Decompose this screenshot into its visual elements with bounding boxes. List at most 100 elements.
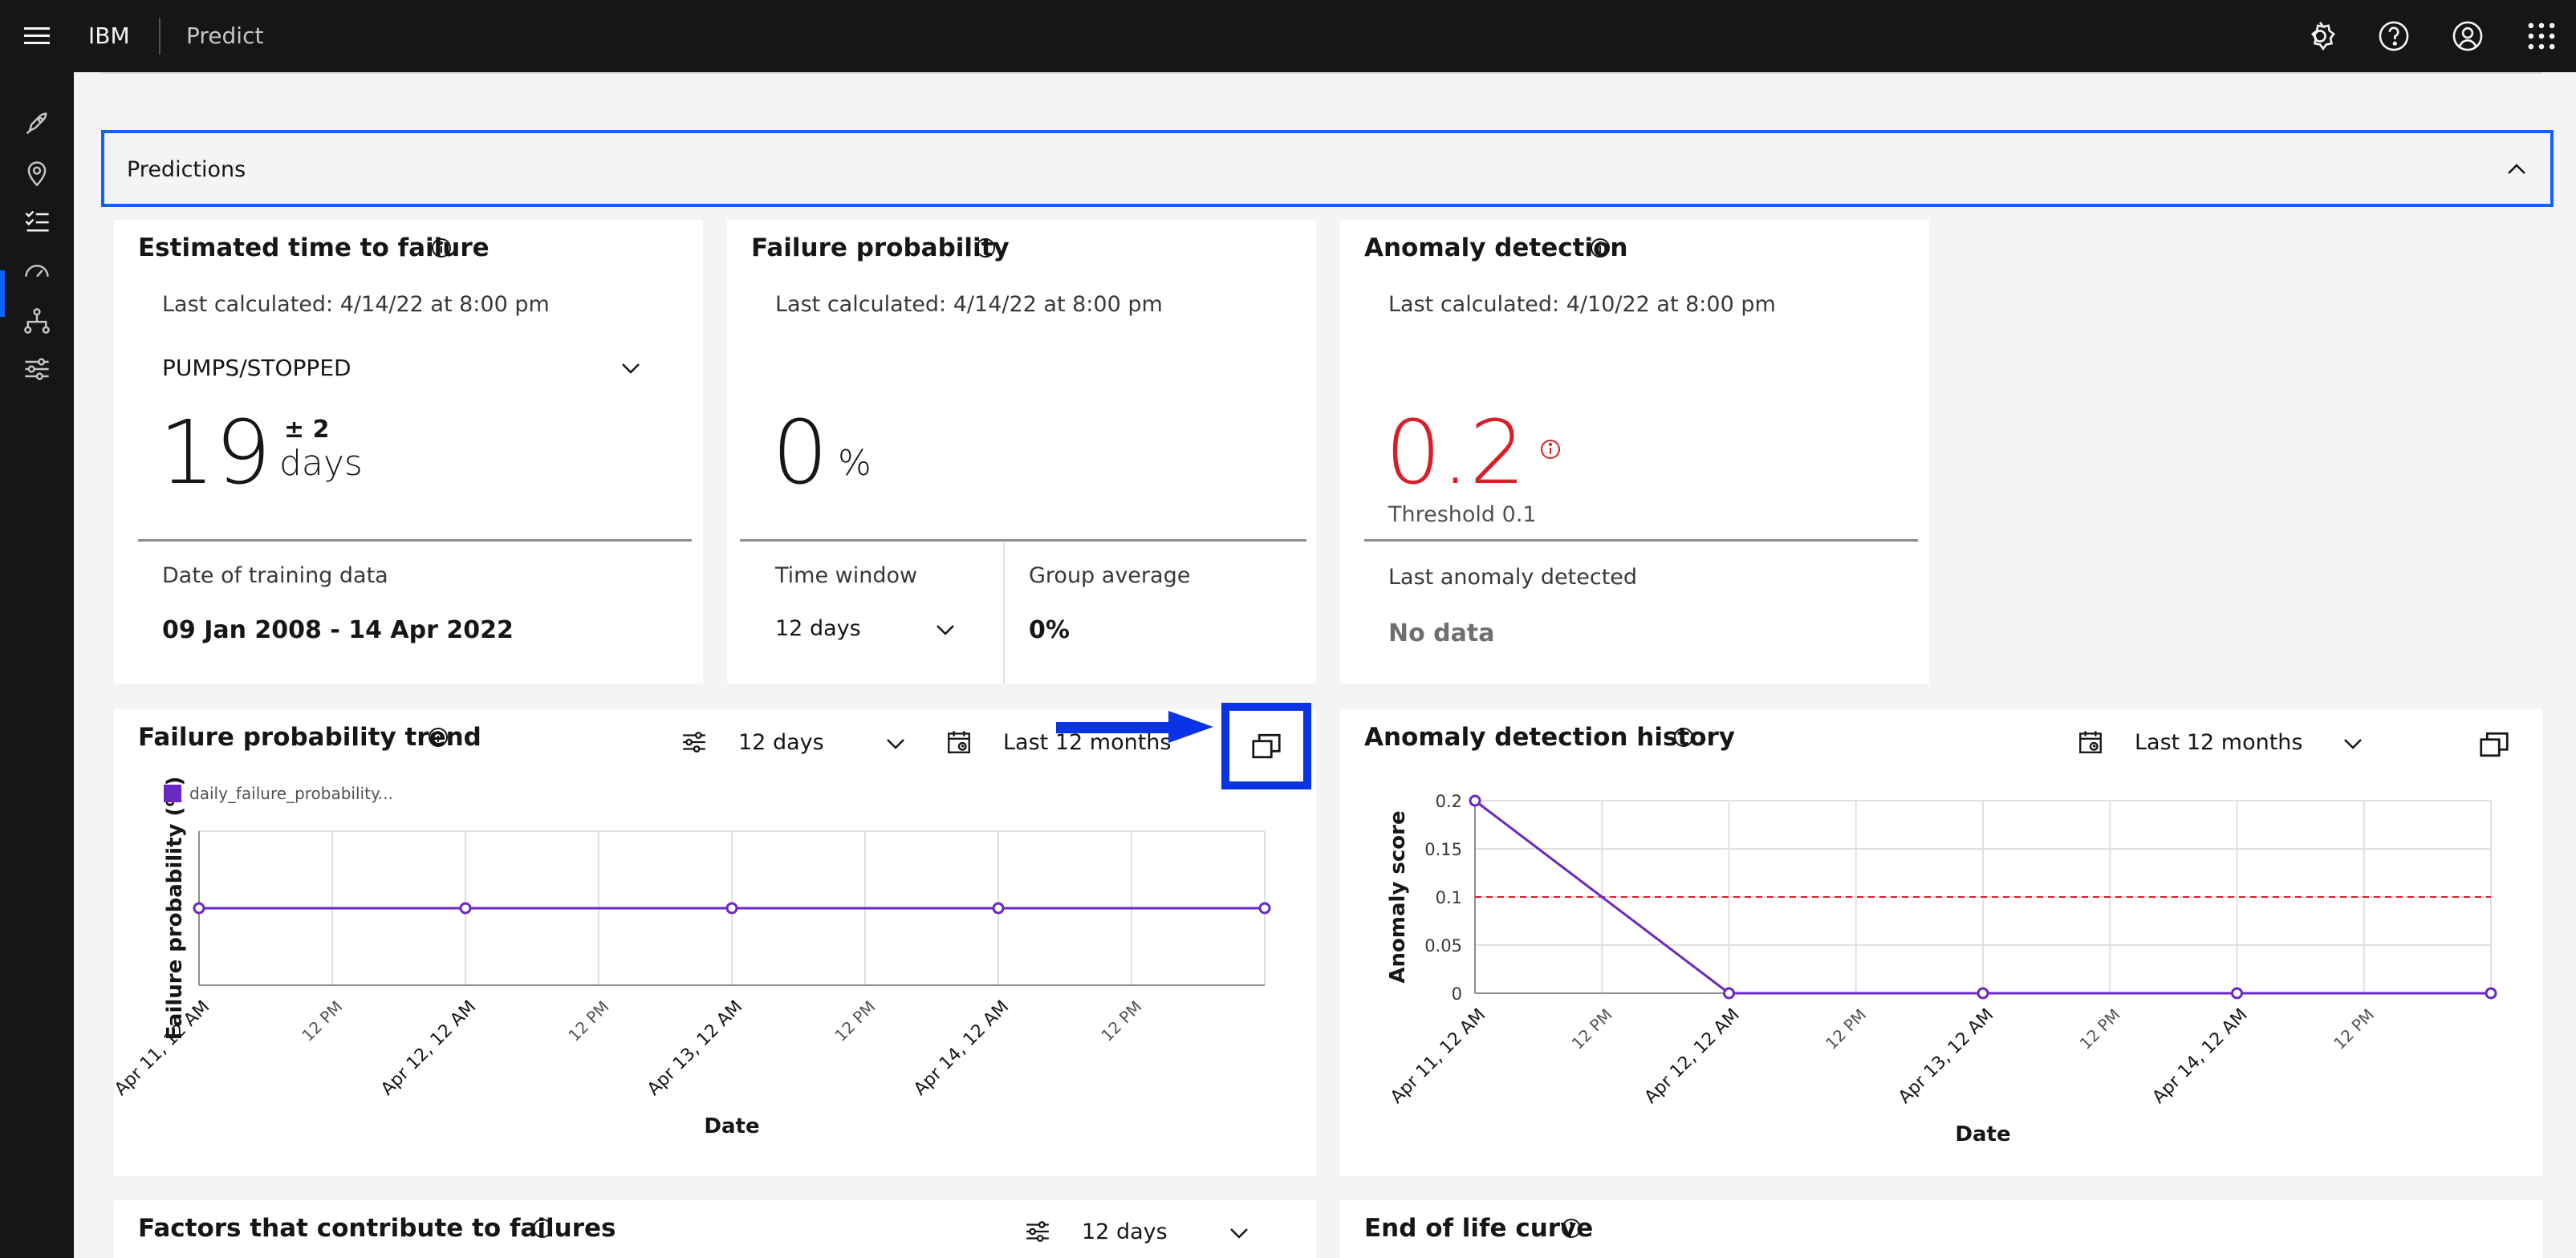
legend-label: daily_failure_probability... <box>189 784 393 803</box>
legend-swatch <box>164 785 181 802</box>
rocket-icon[interactable] <box>22 109 51 138</box>
data-point <box>725 902 738 915</box>
settings-icon[interactable] <box>2303 19 2337 53</box>
fp-divider <box>740 539 1306 542</box>
group-average-value: 0% <box>1029 616 1070 644</box>
fp-card: Failure probability Last calculated: 4/1… <box>727 220 1316 684</box>
ettf-title: Estimated time to failure <box>138 233 490 262</box>
fp-column-divider <box>1003 542 1005 684</box>
calendar-icon <box>948 731 970 753</box>
x-tick-label: Apr 12, 12 AM <box>377 997 480 1100</box>
x-tick-label: Apr 13, 12 AM <box>1895 1005 1997 1108</box>
y-tick-label: 0.15 <box>1424 840 1462 859</box>
accordion-title: Predictions <box>127 157 246 182</box>
data-point <box>1723 987 1735 1000</box>
ad-title: Anomaly detection <box>1364 233 1628 262</box>
ettf-value: 19 <box>159 401 271 504</box>
ad-threshold: Threshold 0.1 <box>1388 502 1537 527</box>
info-icon[interactable] <box>1589 237 1611 259</box>
x-tick-label: Apr 14, 12 AM <box>910 997 1013 1100</box>
x-axis-label: Date <box>704 1114 759 1138</box>
failure-mode-dropdown[interactable]: PUMPS/STOPPED <box>162 355 644 387</box>
training-value: 09 Jan 2008 - 14 Apr 2022 <box>162 616 514 644</box>
settings-adjust-icon[interactable] <box>22 355 51 383</box>
y-axis-label: Anomaly score <box>1386 810 1410 983</box>
calendar-icon <box>2079 731 2102 753</box>
expand-icon[interactable] <box>2478 728 2510 761</box>
chevron-down-icon <box>937 625 954 635</box>
group-average-label: Group average <box>1029 563 1191 588</box>
ettf-plusminus: ± 2 <box>284 416 330 444</box>
help-icon[interactable] <box>2377 19 2411 53</box>
data-point <box>2485 987 2497 1000</box>
fp-value: 0 <box>772 401 828 504</box>
x-tick-label: 12 PM <box>298 997 346 1045</box>
factors-window-dropdown[interactable]: 12 days <box>1024 1215 1257 1248</box>
predictions-accordion[interactable]: Predictions <box>101 130 2554 207</box>
x-tick-label: 12 PM <box>1097 997 1145 1045</box>
ad-divider <box>1364 539 1918 542</box>
y-tick-label: 0.1 <box>1436 888 1462 907</box>
fpt-window-value: 12 days <box>738 730 824 755</box>
fp-unit: % <box>838 443 872 484</box>
brand-name[interactable]: IBM <box>88 22 130 49</box>
expand-icon[interactable] <box>1250 730 1282 762</box>
filter-icon <box>683 732 705 753</box>
checklist-icon[interactable] <box>22 207 51 236</box>
data-point <box>1258 902 1271 915</box>
gauge-icon[interactable] <box>22 257 51 286</box>
eol-title: End of life curve <box>1364 1214 1594 1243</box>
warning-info-icon[interactable] <box>1539 438 1562 461</box>
time-window-value: 12 days <box>775 616 861 641</box>
x-tick-label: Apr 13, 12 AM <box>644 997 746 1100</box>
info-icon[interactable] <box>427 726 449 749</box>
info-icon[interactable] <box>430 237 453 259</box>
fp-last-calculated: Last calculated: 4/14/22 at 8:00 pm <box>775 292 1163 317</box>
app-switcher-icon[interactable] <box>2525 19 2558 53</box>
data-point <box>193 902 205 915</box>
header-divider <box>159 18 160 55</box>
data-point <box>1469 794 1481 807</box>
factors-card: Factors that contribute to failures 12 d… <box>114 1200 1316 1258</box>
x-tick-label: 12 PM <box>1568 1005 1616 1053</box>
nav-active-indicator <box>0 270 5 317</box>
x-tick-label: 12 PM <box>2076 1005 2124 1053</box>
fp-title: Failure probability <box>751 233 1010 262</box>
hierarchy-icon[interactable] <box>22 306 51 335</box>
product-name[interactable]: Predict <box>186 22 264 49</box>
last-anomaly-label: Last anomaly detected <box>1388 565 1638 590</box>
adh-range-dropdown[interactable]: Last 12 months <box>2077 725 2382 759</box>
info-icon[interactable] <box>1672 726 1695 749</box>
x-tick-label: Apr 14, 12 AM <box>2149 1005 2252 1108</box>
x-tick-label: Apr 12, 12 AM <box>1641 1005 1744 1108</box>
ettf-unit: days <box>279 443 363 484</box>
ettf-divider <box>138 539 692 542</box>
factors-window-value: 12 days <box>1082 1219 1168 1244</box>
fpt-window-dropdown[interactable]: 12 days <box>681 725 913 759</box>
ettf-last-calculated: Last calculated: 4/14/22 at 8:00 pm <box>162 292 550 317</box>
data-point <box>992 902 1005 915</box>
last-anomaly-value: No data <box>1388 619 1495 647</box>
eol-card: End of life curve <box>1340 1200 2542 1258</box>
info-icon[interactable] <box>531 1217 554 1240</box>
location-icon[interactable] <box>22 159 51 188</box>
top-bar: IBM Predict <box>0 0 2576 72</box>
menu-icon[interactable] <box>24 27 50 45</box>
x-axis-label: Date <box>1955 1122 2010 1146</box>
filter-icon <box>1026 1221 1049 1242</box>
time-window-dropdown[interactable]: 12 days <box>775 616 960 648</box>
failure-mode-value: PUMPS/STOPPED <box>162 355 351 381</box>
y-tick-label: 0.2 <box>1436 792 1462 811</box>
chevron-up-icon[interactable] <box>2507 164 2526 175</box>
chevron-down-icon <box>887 739 904 749</box>
user-icon[interactable] <box>2451 19 2485 53</box>
ad-card: Anomaly detection Last calculated: 4/10/… <box>1340 220 1929 684</box>
adh-title: Anomaly detection history <box>1364 723 1736 752</box>
info-icon[interactable] <box>1560 1217 1583 1240</box>
chevron-down-icon <box>1230 1228 1248 1239</box>
x-tick-label: 12 PM <box>1822 1005 1870 1053</box>
fpt-range-dropdown[interactable]: Last 12 months <box>945 725 1218 759</box>
info-icon[interactable] <box>974 237 997 259</box>
time-window-label: Time window <box>775 563 918 588</box>
